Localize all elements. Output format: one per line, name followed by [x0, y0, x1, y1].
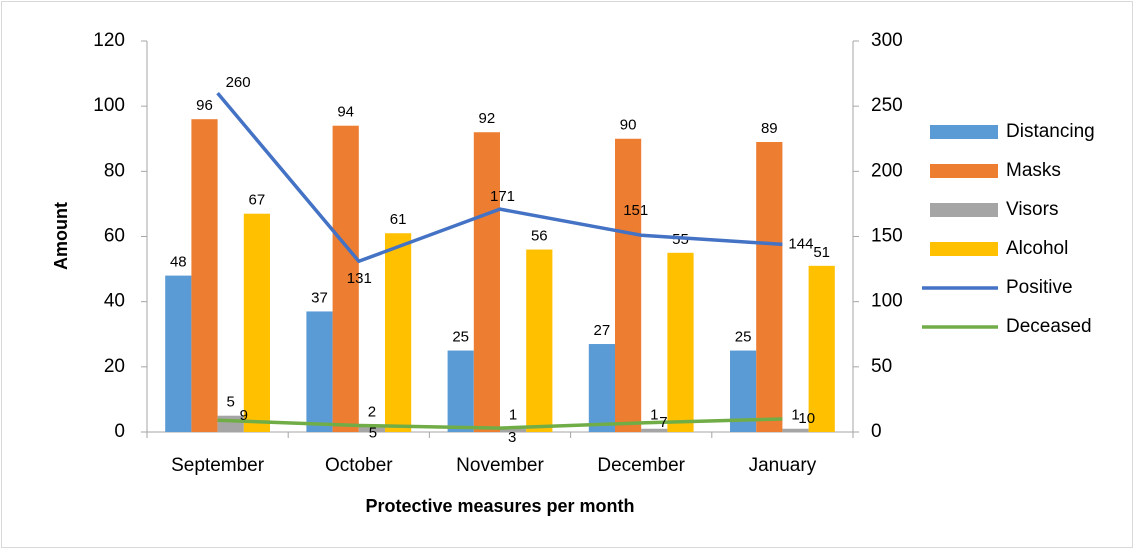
data-label: 1: [791, 407, 799, 424]
x-tick-label: October: [325, 455, 393, 476]
data-label: 151: [623, 202, 648, 219]
bar: [447, 350, 474, 432]
bar: [332, 125, 359, 432]
data-label: 9: [240, 407, 248, 424]
legend-label: Distancing: [1006, 121, 1095, 142]
y2-tick-label: 100: [871, 291, 903, 312]
data-label: 171: [490, 188, 515, 205]
y2-tick-label: 50: [871, 356, 892, 377]
legend-label: Positive: [1006, 277, 1073, 298]
bar: [808, 265, 835, 432]
bar: [500, 428, 527, 432]
bar: [641, 428, 668, 432]
x-tick-label: November: [456, 455, 544, 476]
x-tick-label: January: [749, 455, 817, 476]
data-label: 5: [369, 424, 377, 441]
data-label: 94: [337, 104, 354, 121]
data-label: 89: [761, 120, 778, 137]
data-label: 260: [226, 74, 251, 91]
data-label: 48: [170, 254, 187, 271]
data-label: 1: [509, 407, 517, 424]
y2-tick-label: 250: [871, 95, 903, 116]
legend-label: Alcohol: [1006, 238, 1068, 259]
y2-tick-label: 0: [871, 421, 882, 442]
y-tick-label: 0: [114, 421, 125, 442]
data-label: 7: [659, 414, 667, 431]
x-tick-label: September: [171, 455, 265, 476]
bar: [667, 252, 694, 432]
data-label: 96: [196, 97, 213, 114]
legend-label: Masks: [1006, 160, 1061, 181]
data-label: 25: [452, 329, 469, 346]
bar: [191, 119, 218, 432]
bar: [588, 344, 615, 432]
data-label: 67: [249, 192, 266, 209]
bar: [358, 425, 385, 432]
data-label: 37: [311, 289, 328, 306]
data-label: 131: [347, 270, 372, 287]
bar: [243, 213, 270, 432]
data-label: 25: [735, 329, 752, 346]
x-tick-label: December: [597, 455, 685, 476]
bar: [473, 132, 500, 432]
y2-tick-label: 300: [871, 30, 903, 51]
data-label: 51: [813, 244, 830, 261]
y-tick-label: 20: [104, 356, 125, 377]
y-tick-label: 100: [93, 95, 125, 116]
data-label: 61: [390, 211, 407, 228]
data-label: 5: [227, 394, 235, 411]
bar: [756, 142, 783, 432]
bar: [385, 233, 412, 432]
data-label: 27: [594, 322, 611, 339]
legend-swatch: [930, 164, 998, 178]
line: [217, 417, 783, 430]
y-tick-label: 120: [93, 30, 125, 51]
data-label: 2: [368, 403, 376, 420]
data-label: 56: [531, 228, 548, 245]
data-label: 10: [798, 410, 815, 427]
legend-swatch: [930, 203, 998, 217]
bar: [615, 138, 642, 432]
bar: [526, 249, 553, 432]
x-axis-title: Protective measures per month: [365, 496, 634, 516]
y2-tick-label: 150: [871, 226, 903, 247]
y-tick-label: 60: [104, 226, 125, 247]
y-tick-label: 80: [104, 160, 125, 181]
data-label: 3: [508, 429, 516, 446]
line: [216, 92, 783, 264]
bar: [782, 428, 809, 432]
legend-label: Deceased: [1006, 316, 1092, 337]
data-label: 92: [479, 110, 496, 127]
y-axis-title: Amount: [51, 202, 71, 270]
bar: [165, 275, 192, 432]
data-label: 90: [620, 117, 637, 134]
legend-label: Visors: [1006, 199, 1058, 220]
legend-swatch: [930, 125, 998, 139]
data-label: 1: [650, 407, 658, 424]
data-label: 144: [788, 235, 813, 252]
legend-swatch: [930, 242, 998, 256]
y-tick-label: 40: [104, 291, 125, 312]
y2-tick-label: 200: [871, 160, 903, 181]
bar: [306, 311, 333, 432]
